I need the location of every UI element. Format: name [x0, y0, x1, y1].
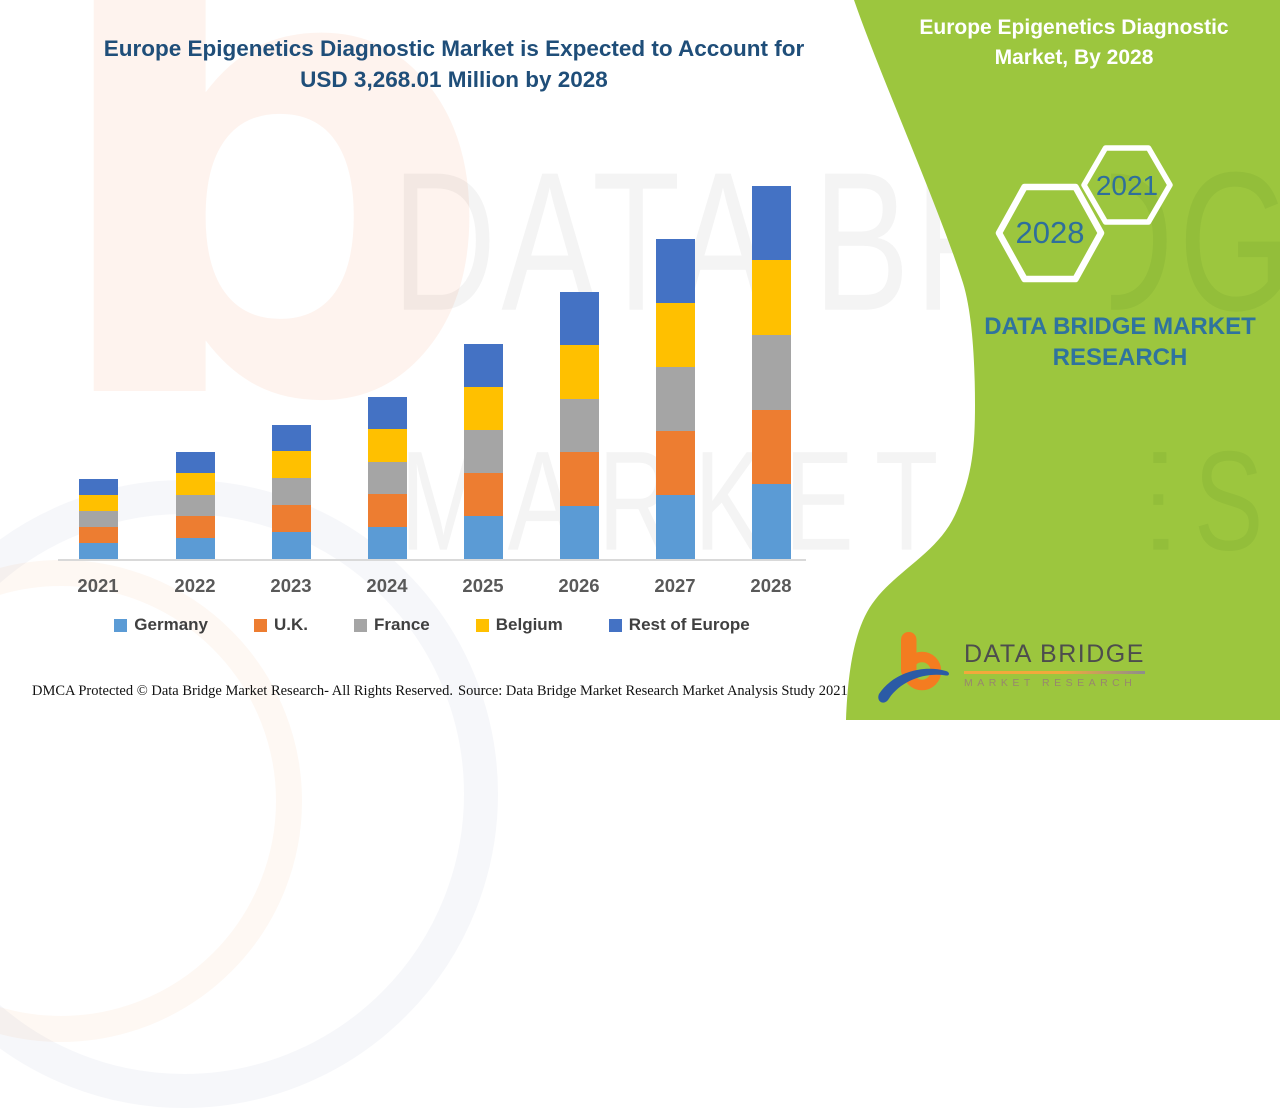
bar-segment-2026-belgium [559, 345, 599, 399]
bar-segment-2026-germany [559, 505, 599, 559]
bar-segment-2028-u-k- [751, 409, 791, 485]
bar-segment-2025-belgium [463, 387, 503, 430]
legend-item-u-k-: U.K. [253, 615, 308, 635]
bar-segment-2028-rest-of-europe [751, 185, 791, 261]
bar-segment-2028-germany [751, 484, 791, 559]
bar-segment-2022-germany [175, 537, 215, 559]
bar-segment-2024-france [367, 461, 407, 495]
legend-marker [253, 618, 267, 632]
year-hexagons: 2028 2021 [995, 145, 1173, 283]
x-axis-label-2025: 2025 [462, 575, 504, 596]
bar-segment-2022-rest-of-europe [175, 451, 215, 473]
x-axis-label-2028: 2028 [750, 575, 792, 596]
bar-2028 [751, 185, 791, 559]
bar-segment-2027-france [655, 366, 695, 431]
legend-marker [475, 618, 489, 632]
bar-segment-2027-belgium [655, 302, 695, 367]
bar-segment-2025-germany [463, 516, 503, 559]
chart-legend: Germany U.K. France Belgium Rest of Europe [32, 615, 832, 635]
panel-title-line2: Market, By 2028 [994, 46, 1154, 69]
legend-item-france: France [353, 615, 430, 635]
data-bridge-logo-icon [878, 632, 949, 703]
bar-segment-2021-belgium [78, 495, 118, 511]
legend-label: Germany [134, 615, 208, 634]
data-bridge-logo: DATA BRIDGE MARKET RESEARCH [876, 628, 1145, 708]
legend-label: Belgium [495, 615, 563, 634]
panel-title-line1: Europe Epigenetics Diagnostic [919, 16, 1229, 39]
bar-segment-2022-france [175, 494, 215, 516]
bar-segment-2024-germany [367, 526, 407, 559]
legend-marker [353, 618, 367, 632]
chart-title: Europe Epigenetics Diagnostic Market is … [38, 33, 870, 95]
legend-item-belgium: Belgium [475, 615, 563, 635]
bar-segment-2025-u-k- [463, 473, 503, 516]
hexagon-2028-label: 2028 [1016, 215, 1085, 250]
hexagon-2021 [1081, 145, 1173, 225]
green-side-panel [846, 0, 1280, 720]
legend-marker [608, 618, 622, 632]
legend-item-rest-of-europe: Rest of Europe [608, 615, 750, 635]
bar-2027 [655, 238, 695, 559]
logo-swoosh [878, 668, 949, 703]
bar-segment-2024-belgium [367, 429, 407, 462]
x-axis-label-2023: 2023 [270, 575, 312, 596]
legend-label: Rest of Europe [628, 615, 750, 634]
brand-text: DATA BRIDGE MARKET RESEARCH [955, 311, 1280, 373]
hexagon-2028 [995, 183, 1105, 283]
logo-name: DATA BRIDGE [964, 640, 1145, 668]
bar-segment-2026-france [559, 398, 599, 452]
bar-2021 [78, 479, 118, 559]
legend-label: U.K. [273, 615, 308, 634]
bar-segment-2028-belgium [751, 260, 791, 335]
panel-title: Europe Epigenetics Diagnostic Market, By… [878, 13, 1270, 73]
legend-label: France [373, 615, 430, 634]
bar-segment-2026-u-k- [559, 452, 599, 506]
footer-dmca: DMCA Protected © Data Bridge Market Rese… [32, 683, 453, 699]
bar-segment-2025-rest-of-europe [463, 344, 503, 387]
bar-2023 [271, 424, 311, 559]
logo-subtitle: MARKET RESEARCH [964, 676, 1137, 689]
bar-segment-2023-belgium [271, 451, 311, 479]
bar-segment-2028-france [751, 334, 791, 410]
bar-segment-2023-germany [271, 532, 311, 559]
x-axis-line [58, 559, 806, 561]
bar-segment-2023-u-k- [271, 505, 311, 533]
bar-segment-2022-belgium [175, 473, 215, 495]
green-panel-shape [846, 0, 1280, 720]
x-axis-label-2021: 2021 [77, 575, 119, 596]
bar-segment-2027-rest-of-europe [655, 238, 695, 303]
bar-segment-2025-france [463, 430, 503, 473]
bar-segment-2024-u-k- [367, 494, 407, 527]
bar-segment-2021-rest-of-europe [78, 479, 118, 495]
x-axis-label-2024: 2024 [366, 575, 408, 596]
chart-title-line1: Europe Epigenetics Diagnostic Market is … [103, 36, 805, 61]
brand-text-line1: DATA BRIDGE MARKET [984, 313, 1256, 340]
bar-segment-2021-u-k- [78, 527, 118, 543]
logo-text: DATA BRIDGE MARKET RESEARCH [964, 640, 1145, 689]
bar-2022 [175, 451, 215, 559]
bar-segment-2027-u-k- [655, 430, 695, 495]
bar-segment-2027-germany [655, 494, 695, 559]
logo-underline [964, 671, 1145, 674]
x-axis-label-2026: 2026 [558, 575, 600, 596]
bar-segment-2021-germany [78, 543, 118, 559]
bar-segment-2023-rest-of-europe [271, 424, 311, 452]
bar-segment-2026-rest-of-europe [559, 291, 599, 345]
legend-item-germany: Germany [114, 615, 208, 635]
brand-text-line2: RESEARCH [1052, 344, 1188, 371]
bar-2026 [559, 291, 599, 559]
chart-title-line2: USD 3,268.01 Million by 2028 [300, 67, 608, 92]
bar-segment-2021-france [78, 511, 118, 527]
x-axis-label-2022: 2022 [174, 575, 216, 596]
bar-segment-2023-france [271, 478, 311, 506]
bar-segment-2022-u-k- [175, 516, 215, 538]
bar-segment-2024-rest-of-europe [367, 397, 407, 430]
legend-marker [114, 618, 128, 632]
bar-2025 [463, 344, 503, 559]
footer-source: Source: Data Bridge Market Research Mark… [458, 683, 848, 699]
bar-2024 [367, 397, 407, 559]
x-axis-label-2027: 2027 [654, 575, 696, 596]
hexagon-2021-label: 2021 [1096, 170, 1158, 201]
